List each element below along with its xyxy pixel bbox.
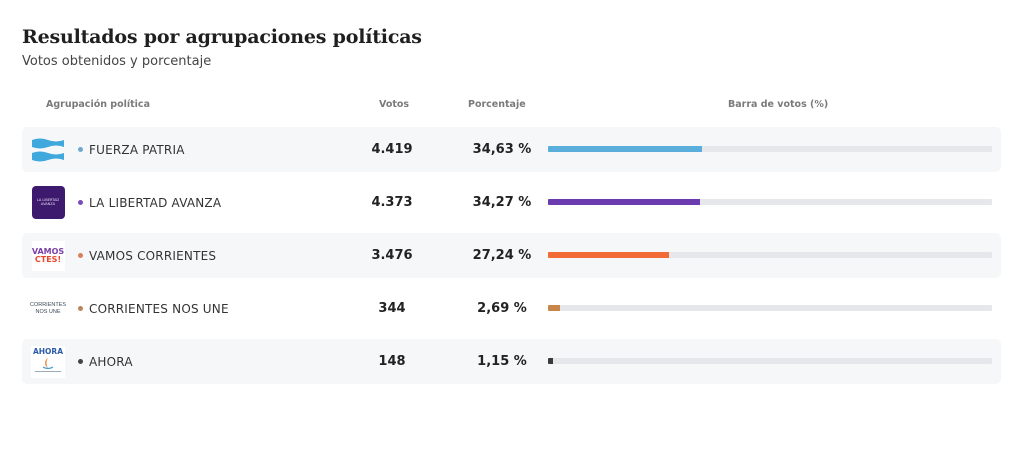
vote-bar-fill [548,252,669,258]
party-percent: 1,15 % [477,354,527,369]
column-header-bar: Barra de votos (%) [728,99,829,110]
party-name: VAMOS CORRIENTES [89,248,217,263]
vote-bar-fill [548,358,554,364]
table-row: FUERZA PATRIA 4.419 34,63 % [22,127,1001,172]
lla-logo-text: LA LIBERTAD AVANZA [36,197,60,206]
vote-bar-track [548,305,992,311]
party-name: AHORA [89,354,133,369]
vote-bar-track [548,199,992,205]
party-name: LA LIBERTAD AVANZA [89,195,222,210]
vote-bar-track [548,252,992,258]
vote-bar-fill [548,199,701,205]
party-percent: 27,24 % [472,248,532,263]
party-percent: 34,63 % [472,142,532,157]
cnu-logo-line1: CORRIENTES [29,302,67,309]
table-row: AHORA AHORA 148 1,15 % [22,339,1001,384]
party-color-dot [78,200,83,205]
vamos-logo-line2: CTES! [34,254,62,264]
ahora-logo: AHORA [30,345,66,378]
party-color-dot [78,147,83,152]
party-votes: 3.476 [371,248,413,263]
cnu-logo-line2: NOS UNE [35,308,61,315]
table-header: Agrupación política Votos Porcentaje Bar… [22,99,1001,113]
vote-bar-fill [548,305,560,311]
table-row: CORRIENTES NOS UNE CORRIENTES NOS UNE 34… [22,286,1001,331]
page-subtitle: Votos obtenidos y porcentaje [22,54,212,69]
party-votes: 148 [378,354,406,369]
ahora-logo-text: AHORA [32,346,64,356]
table-row: VAMOS CTES! VAMOS CORRIENTES 3.476 27,24… [22,233,1001,278]
party-color-dot [78,253,83,258]
party-name: CORRIENTES NOS UNE [89,301,229,316]
vote-bar-track [548,358,992,364]
page-title: Resultados por agrupaciones políticas [22,26,422,48]
party-color-dot [78,359,83,364]
results-table: FUERZA PATRIA 4.419 34,63 % LA LIBERTAD … [22,127,1001,392]
party-votes: 4.419 [371,142,413,157]
vote-bar-track [548,146,992,152]
column-header-party: Agrupación política [46,99,150,110]
column-header-percent: Porcentaje [468,99,526,110]
la-libertad-avanza-logo: LA LIBERTAD AVANZA [30,186,66,219]
vote-bar-fill [548,146,702,152]
corrientes-nos-une-logo: CORRIENTES NOS UNE [30,292,66,325]
party-votes: 4.373 [371,195,413,210]
party-votes: 344 [378,301,406,316]
vamos-corrientes-logo: VAMOS CTES! [30,239,66,272]
party-percent: 34,27 % [472,195,532,210]
party-name: FUERZA PATRIA [89,142,185,157]
party-percent: 2,69 % [477,301,527,316]
argentina-flag-logo [30,133,66,166]
column-header-votes: Votos [379,99,410,110]
table-row: LA LIBERTAD AVANZA LA LIBERTAD AVANZA 4.… [22,180,1001,225]
vamos-logo-line1: VAMOS [31,246,65,256]
party-color-dot [78,306,83,311]
